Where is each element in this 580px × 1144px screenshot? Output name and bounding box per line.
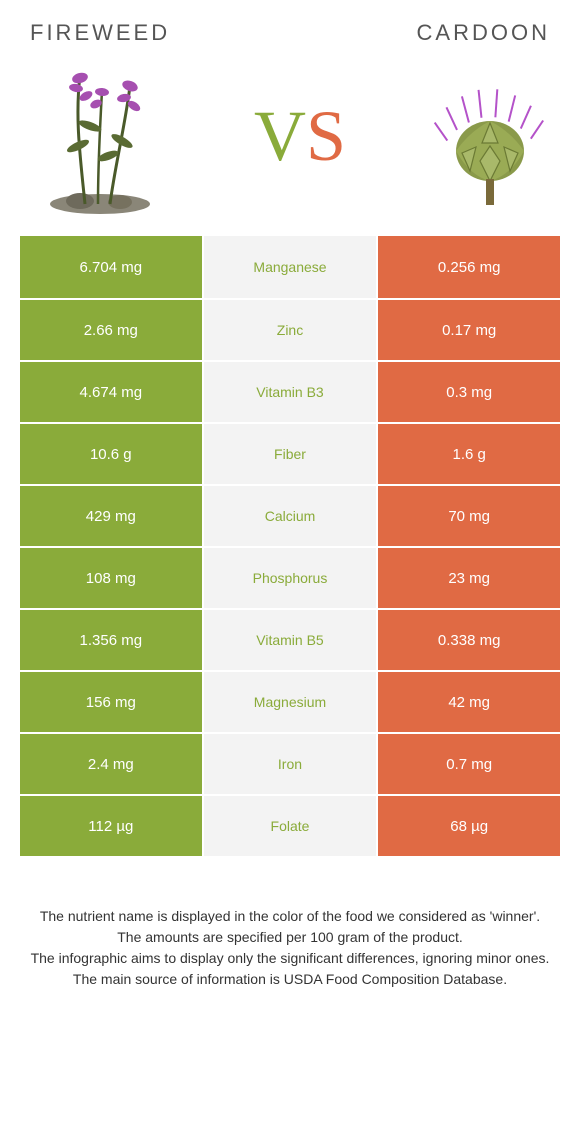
nutrient-label: Magnesium: [204, 672, 377, 732]
nutrient-row: 112 µgFolate68 µg: [20, 794, 560, 856]
nutrient-row: 156 mgMagnesium42 mg: [20, 670, 560, 732]
right-value: 0.338 mg: [376, 610, 560, 670]
cardoon-illustration: [430, 66, 550, 206]
nutrient-label: Manganese: [204, 236, 377, 298]
footer-line: The infographic aims to display only the…: [10, 948, 570, 969]
nutrient-label: Vitamin B3: [204, 362, 377, 422]
fireweed-illustration: [30, 56, 170, 216]
right-value: 42 mg: [376, 672, 560, 732]
nutrient-row: 6.704 mgManganese0.256 mg: [20, 236, 560, 298]
left-value: 429 mg: [20, 486, 204, 546]
nutrient-label: Vitamin B5: [204, 610, 377, 670]
left-value: 108 mg: [20, 548, 204, 608]
right-value: 0.3 mg: [376, 362, 560, 422]
nutrient-label: Folate: [204, 796, 377, 856]
nutrient-row: 2.4 mgIron0.7 mg: [20, 732, 560, 794]
left-food-title: FIREWEED: [30, 20, 170, 46]
nutrient-label: Iron: [204, 734, 377, 794]
left-value: 2.66 mg: [20, 300, 204, 360]
vs-s: S: [306, 96, 346, 176]
nutrient-row: 10.6 gFiber1.6 g: [20, 422, 560, 484]
right-value: 23 mg: [376, 548, 560, 608]
left-value: 112 µg: [20, 796, 204, 856]
vs-v: V: [254, 96, 306, 176]
right-food-title: CARDOON: [417, 20, 550, 46]
right-value: 1.6 g: [376, 424, 560, 484]
left-value: 4.674 mg: [20, 362, 204, 422]
footer-line: The amounts are specified per 100 gram o…: [10, 927, 570, 948]
left-value: 2.4 mg: [20, 734, 204, 794]
nutrient-label: Calcium: [204, 486, 377, 546]
right-value: 70 mg: [376, 486, 560, 546]
vs-label: VS: [254, 100, 346, 172]
nutrient-row: 2.66 mgZinc0.17 mg: [20, 298, 560, 360]
right-value: 0.256 mg: [376, 236, 560, 298]
nutrient-row: 4.674 mgVitamin B30.3 mg: [20, 360, 560, 422]
nutrient-row: 429 mgCalcium70 mg: [20, 484, 560, 546]
hero-row: VS: [0, 56, 580, 236]
footer-line: The main source of information is USDA F…: [10, 969, 570, 990]
footer-notes: The nutrient name is displayed in the co…: [0, 856, 580, 1010]
nutrient-label: Phosphorus: [204, 548, 377, 608]
left-value: 156 mg: [20, 672, 204, 732]
header-titles: FIREWEED CARDOON: [0, 0, 580, 56]
right-value: 0.7 mg: [376, 734, 560, 794]
left-value: 1.356 mg: [20, 610, 204, 670]
nutrient-row: 1.356 mgVitamin B50.338 mg: [20, 608, 560, 670]
right-value: 0.17 mg: [376, 300, 560, 360]
right-value: 68 µg: [376, 796, 560, 856]
nutrient-label: Fiber: [204, 424, 377, 484]
footer-line: The nutrient name is displayed in the co…: [10, 906, 570, 927]
nutrient-table: 6.704 mgManganese0.256 mg2.66 mgZinc0.17…: [20, 236, 560, 856]
left-value: 10.6 g: [20, 424, 204, 484]
left-value: 6.704 mg: [20, 236, 204, 298]
nutrient-row: 108 mgPhosphorus23 mg: [20, 546, 560, 608]
nutrient-label: Zinc: [204, 300, 377, 360]
